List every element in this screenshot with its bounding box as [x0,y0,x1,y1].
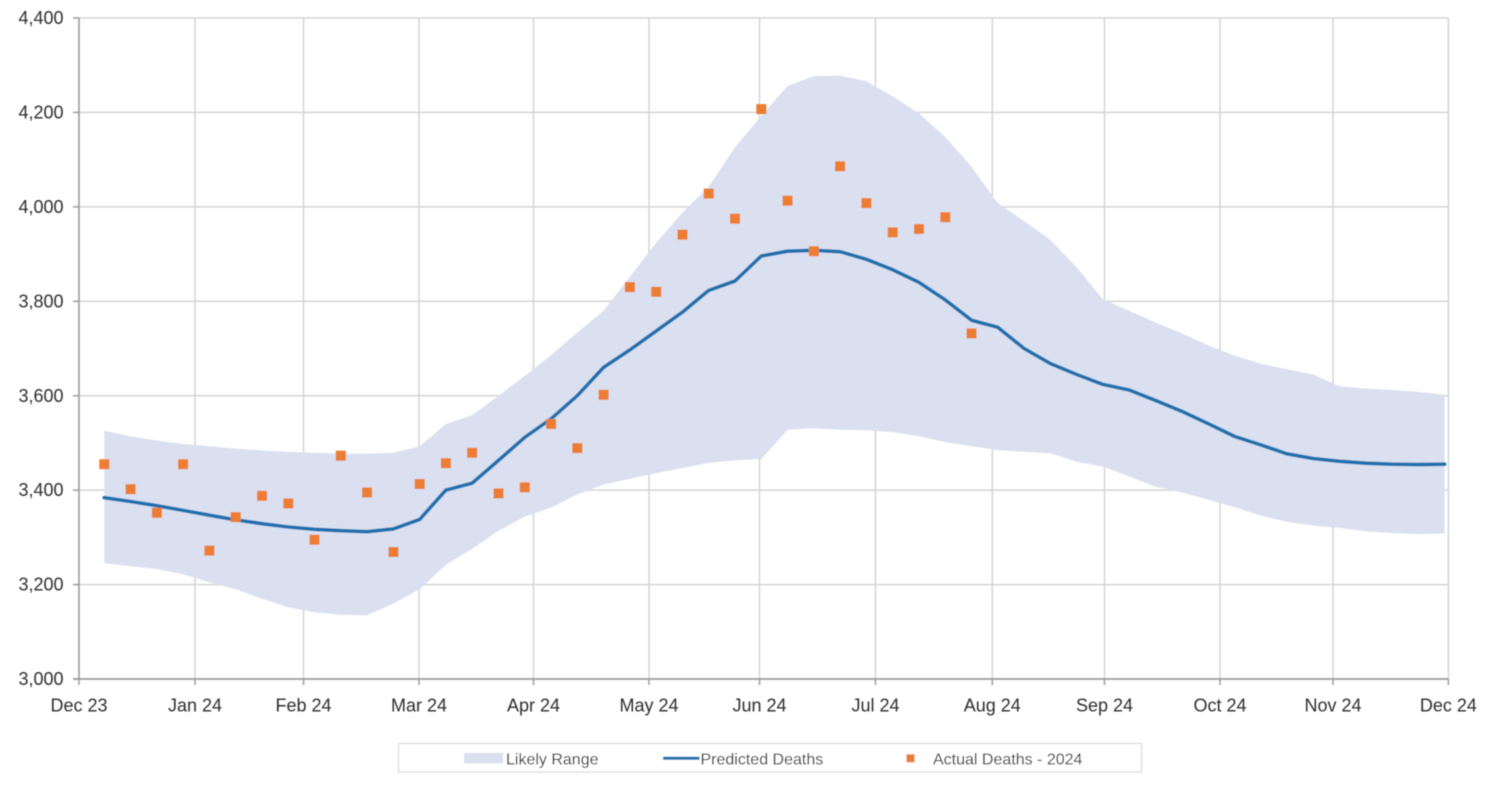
svg-text:4,000: 4,000 [18,197,63,217]
svg-text:Jan 24: Jan 24 [168,696,222,716]
svg-text:Likely Range: Likely Range [506,752,599,769]
svg-text:Apr 24: Apr 24 [507,696,560,716]
svg-text:Jun 24: Jun 24 [732,696,786,716]
svg-text:Actual Deaths - 2024: Actual Deaths - 2024 [933,752,1083,769]
svg-text:3,600: 3,600 [18,386,63,406]
svg-text:Jul 24: Jul 24 [851,696,899,716]
svg-text:3,000: 3,000 [18,669,63,689]
svg-text:Dec 23: Dec 23 [50,696,107,716]
svg-text:Feb 24: Feb 24 [275,696,331,716]
svg-text:Aug 24: Aug 24 [964,696,1021,716]
svg-text:Nov 24: Nov 24 [1304,696,1361,716]
svg-text:Oct 24: Oct 24 [1193,696,1246,716]
svg-text:4,400: 4,400 [18,8,63,28]
svg-text:May 24: May 24 [619,696,678,716]
svg-text:3,800: 3,800 [18,291,63,311]
svg-text:Predicted Deaths: Predicted Deaths [701,752,824,769]
svg-text:Dec 24: Dec 24 [1420,696,1477,716]
svg-text:3,400: 3,400 [18,480,63,500]
svg-text:3,200: 3,200 [18,575,63,595]
svg-text:Mar 24: Mar 24 [391,696,447,716]
svg-text:4,200: 4,200 [18,103,63,123]
svg-text:Sep 24: Sep 24 [1076,696,1133,716]
